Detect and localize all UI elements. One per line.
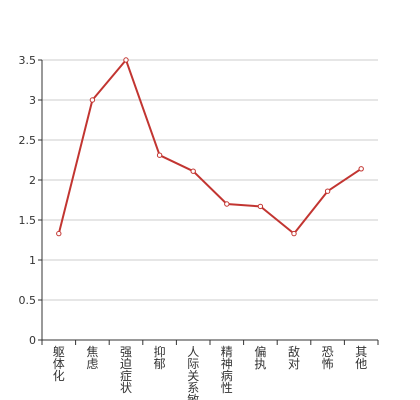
series-line bbox=[57, 59, 362, 235]
y-tick-label: 1.5 bbox=[19, 214, 37, 227]
data-point[interactable] bbox=[324, 188, 331, 194]
data-point[interactable] bbox=[56, 230, 62, 237]
x-category-label: 躯体化 bbox=[53, 344, 65, 383]
y-tick-label: 1 bbox=[29, 254, 36, 267]
y-tick-label: 3.5 bbox=[19, 54, 37, 67]
data-point[interactable] bbox=[257, 203, 264, 210]
x-category-label: 恐怖 bbox=[322, 345, 334, 371]
series-line-group bbox=[56, 57, 364, 237]
y-tick-label: 0 bbox=[29, 334, 36, 347]
x-category-label: 焦虑 bbox=[86, 345, 98, 371]
gridlines bbox=[42, 59, 378, 301]
x-category-label: 精神病性 bbox=[221, 345, 233, 395]
y-tick-label: 0.5 bbox=[19, 294, 37, 307]
data-point[interactable] bbox=[358, 166, 364, 172]
data-point[interactable] bbox=[190, 168, 196, 174]
x-category-label: 抑郁 bbox=[154, 344, 166, 371]
y-tick-label: 2 bbox=[29, 174, 36, 187]
x-category-label: 敌对 bbox=[288, 344, 300, 371]
data-point[interactable] bbox=[224, 201, 230, 207]
x-category-label: 偏执 bbox=[254, 344, 266, 371]
y-tick-label: 2.5 bbox=[19, 134, 37, 147]
axes bbox=[38, 59, 379, 345]
x-category-label: 强迫症状 bbox=[120, 345, 132, 395]
data-point[interactable] bbox=[123, 57, 129, 63]
x-category-label: 人际关系敏感 bbox=[187, 345, 199, 400]
data-point[interactable] bbox=[89, 97, 96, 103]
data-point[interactable] bbox=[156, 152, 163, 158]
y-tick-label: 3 bbox=[29, 94, 36, 107]
x-category-label: 其他 bbox=[355, 345, 367, 371]
data-point[interactable] bbox=[291, 230, 297, 237]
y-tick-labels: 0 0.5 1 1.5 2 2.5 3 3.5 bbox=[19, 54, 37, 347]
